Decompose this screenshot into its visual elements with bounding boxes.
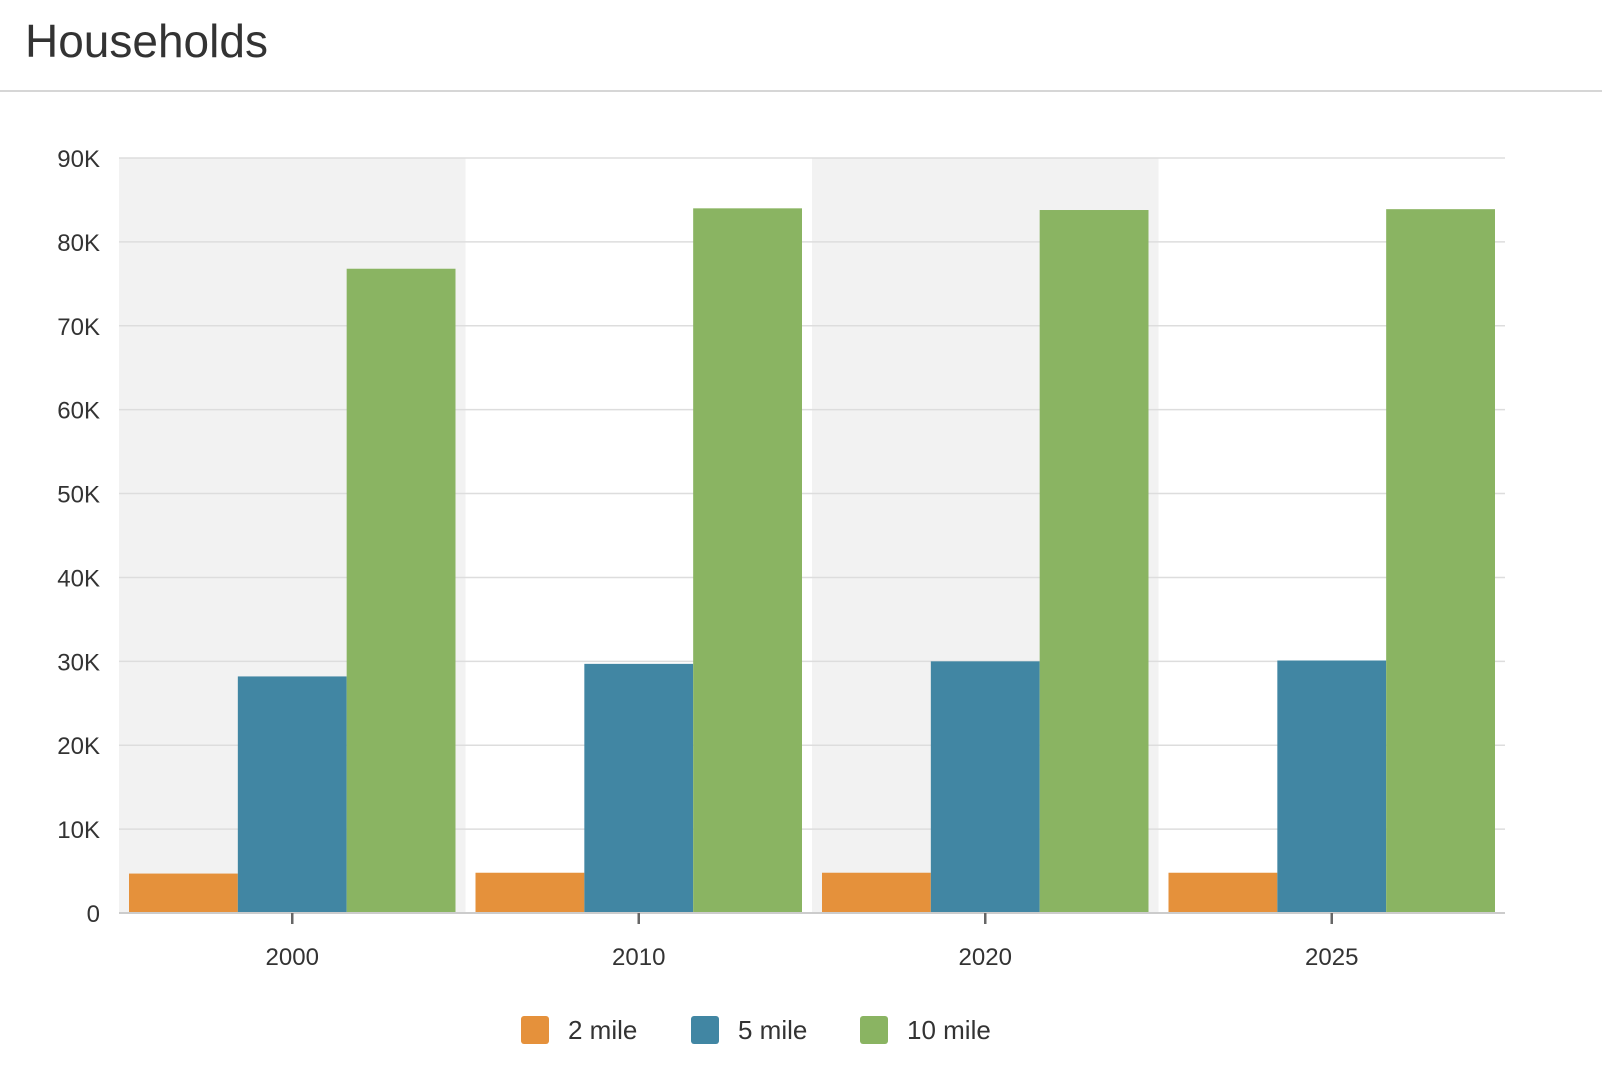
y-tick-label: 70K xyxy=(57,314,100,341)
bar-2-mile-2020 xyxy=(822,872,931,913)
legend-swatch xyxy=(860,1016,888,1044)
legend-label: 2 mile xyxy=(568,1015,637,1045)
legend-label: 5 mile xyxy=(738,1015,807,1045)
y-axis: 0 10K 20K 30K 40K 50K 60K 70K 80K 90K xyxy=(57,146,100,928)
y-tick-label: 0 xyxy=(87,901,100,928)
bar-5-mile-2000 xyxy=(237,676,347,913)
x-axis: 2000 2010 2020 2025 xyxy=(119,912,1505,971)
y-tick-label: 80K xyxy=(57,230,100,257)
bar-2-mile-2025 xyxy=(1168,872,1278,913)
bar-10-mile-2020 xyxy=(1039,210,1149,913)
bar-5-mile-2025 xyxy=(1277,660,1387,913)
bars xyxy=(129,208,1495,914)
y-tick-label: 40K xyxy=(57,565,100,592)
y-tick-label: 90K xyxy=(57,146,100,173)
panel-header: Households xyxy=(0,0,1602,92)
legend-item: 5 mile xyxy=(691,1015,807,1045)
legend-swatch xyxy=(521,1016,549,1044)
bar-2-mile-2000 xyxy=(129,873,238,913)
y-tick-label: 20K xyxy=(57,733,100,760)
x-tick-label: 2025 xyxy=(1305,944,1358,971)
bar-2-mile-2010 xyxy=(475,872,585,913)
legend-item: 2 mile xyxy=(521,1015,637,1045)
bar-5-mile-2010 xyxy=(584,663,694,913)
x-tick-label: 2020 xyxy=(959,944,1012,971)
legend: 2 mile 5 mile 10 mile xyxy=(521,1015,991,1045)
page-title: Households xyxy=(25,15,268,67)
bar-10-mile-2025 xyxy=(1386,209,1495,913)
y-tick-label: 10K xyxy=(57,817,100,844)
y-tick-label: 60K xyxy=(57,398,100,425)
legend-label: 10 mile xyxy=(907,1015,991,1045)
x-tick-label: 2010 xyxy=(612,944,665,971)
y-tick-label: 50K xyxy=(57,482,100,509)
x-tick-label: 2000 xyxy=(266,944,319,971)
bar-10-mile-2000 xyxy=(346,268,456,913)
legend-item: 10 mile xyxy=(860,1015,991,1045)
legend-swatch xyxy=(691,1016,719,1044)
bar-5-mile-2020 xyxy=(930,661,1040,913)
bar-10-mile-2010 xyxy=(693,208,802,914)
y-tick-label: 30K xyxy=(57,649,100,676)
